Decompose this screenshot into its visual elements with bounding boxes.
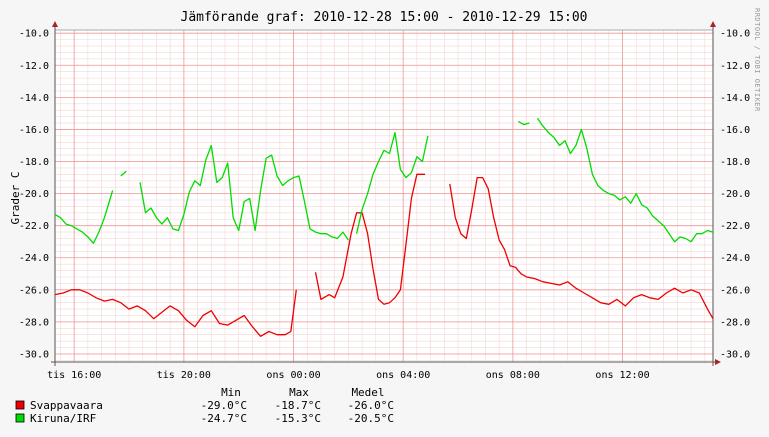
y-tick-label: -12.0 (19, 61, 49, 72)
legend-max-kiruna: -15.3°C (275, 412, 321, 425)
y-tick-label-right: -22.0 (720, 221, 750, 232)
y-tick-label: -24.0 (19, 253, 49, 264)
grid (55, 30, 713, 362)
y-tick-label: -20.0 (19, 189, 49, 200)
y-tick-label: -28.0 (19, 317, 49, 328)
x-tick-label: tis 20:00 (157, 370, 211, 381)
series-line-0-segment-1 (314, 173, 426, 305)
series-line-1-segment-2 (139, 144, 349, 241)
legend: Min Max Medel Svappavaara -29.0°C -18.7°… (15, 386, 394, 425)
x-tick-labels: tis 16:00 tis 20:00 ons 00:00 ons 04:00 ons … (47, 370, 650, 381)
x-tick-label: ons 00:00 (266, 370, 320, 381)
legend-header-max: Max (289, 386, 309, 399)
watermark: RRDTOOL / TOBI OETIKER (753, 8, 761, 112)
legend-name-kiruna: Kiruna/IRF (30, 412, 96, 425)
series-line-1-segment-4 (517, 120, 530, 126)
series-line-1-segment-0 (54, 190, 114, 244)
y-tick-label-right: -24.0 (720, 253, 750, 264)
y-axis-label: Grader C (9, 172, 22, 225)
y-tick-labels-left: -10.0 -12.0 -14.0 -16.0 -18.0 -20.0 -22.0 -24.0… (19, 29, 49, 361)
x-tick-label: ons 08:00 (486, 370, 540, 381)
series-line-0-segment-0 (54, 289, 297, 337)
legend-swatch-kiruna (15, 413, 25, 423)
legend-max-svappavaara: -18.7°C (275, 399, 321, 412)
y-tick-label-right: -16.0 (720, 125, 750, 136)
y-tick-label: -16.0 (19, 125, 49, 136)
series-line-1-segment-5 (536, 117, 714, 243)
series-line-0-segment-2 (449, 176, 714, 320)
legend-avg-svappavaara: -26.0°C (348, 399, 394, 412)
y-axis-arrow-left (52, 21, 58, 27)
y-tick-label: -26.0 (19, 285, 49, 296)
plot-background (55, 30, 713, 362)
y-tick-label-right: -14.0 (720, 93, 750, 104)
legend-min-svappavaara: -29.0°C (201, 399, 247, 412)
y-tick-label-right: -18.0 (720, 157, 750, 168)
y-tick-labels-right: -10.0 -12.0 -14.0 -16.0 -18.0 -20.0 -22.0 -24.0… (720, 29, 750, 361)
x-tick-label: ons 04:00 (376, 370, 430, 381)
y-axis-arrow-right (710, 21, 716, 27)
y-tick-label-right: -10.0 (720, 29, 750, 40)
chart-title: Jämförande graf: 2010-12-28 15:00 - 2010… (181, 10, 588, 25)
y-tick-label-right: -20.0 (720, 189, 750, 200)
y-tick-label: -14.0 (19, 93, 49, 104)
legend-avg-kiruna: -20.5°C (348, 412, 394, 425)
series-lines (54, 117, 714, 337)
y-tick-label: -10.0 (19, 29, 49, 40)
legend-min-kiruna: -24.7°C (201, 412, 247, 425)
legend-swatch-svappavaara (15, 400, 25, 410)
legend-header-avg: Medel (351, 386, 384, 399)
series-line-1-segment-1 (120, 170, 127, 177)
y-tick-label: -30.0 (19, 349, 49, 360)
y-tick-label-right: -28.0 (720, 317, 750, 328)
legend-name-svappavaara: Svappavaara (30, 399, 103, 412)
legend-header-min: Min (221, 386, 241, 399)
y-tick-label-right: -30.0 (720, 349, 750, 360)
series-line-1-segment-3 (355, 131, 429, 234)
y-tick-label-right: -12.0 (720, 61, 750, 72)
x-tick-label: ons 12:00 (595, 370, 649, 381)
y-tick-label: -22.0 (19, 221, 49, 232)
axes (51, 21, 721, 366)
x-tick-label: tis 16:00 (47, 370, 101, 381)
y-tick-label: -18.0 (19, 157, 49, 168)
y-tick-label-right: -26.0 (720, 285, 750, 296)
x-axis-arrow (715, 359, 721, 365)
